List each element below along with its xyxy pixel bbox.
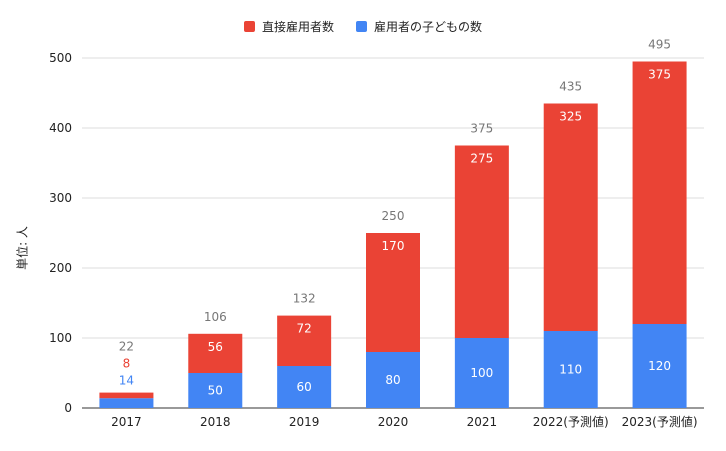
- x-tick-label: 2023(予測値): [622, 414, 698, 429]
- legend-swatch-direct-employees: [243, 21, 255, 32]
- bar-segment-direct-employees: [188, 333, 243, 373]
- data-label-employee-children: 14: [119, 374, 134, 388]
- x-tick-label: 2022(予測値): [533, 414, 609, 429]
- data-label-direct-employees: 72: [297, 322, 312, 336]
- total-label: 106: [204, 310, 227, 324]
- y-tick-label: 100: [49, 331, 72, 345]
- data-label-direct-employees: 325: [559, 110, 582, 124]
- bar-segment-direct-employees: [366, 233, 420, 352]
- x-tick-label: 2019: [289, 415, 320, 429]
- bar-segment-employee-children: [632, 324, 687, 408]
- data-label-employee-children: 120: [648, 359, 671, 373]
- y-tick-label: 400: [49, 121, 72, 135]
- data-label-direct-employees: 275: [470, 152, 493, 166]
- data-label-employee-children: 80: [385, 373, 400, 387]
- y-tick-label: 500: [49, 51, 72, 65]
- bar-segment-direct-employees: [454, 145, 509, 338]
- total-label: 375: [470, 122, 493, 136]
- y-tick-label: 300: [49, 191, 72, 205]
- data-label-employee-children: 60: [297, 380, 312, 394]
- data-label-direct-employees: 8: [123, 357, 131, 371]
- bar-segment-employee-children: [277, 366, 332, 408]
- x-tick-label: 2021: [467, 415, 498, 429]
- legend-label-direct-employees: 直接雇用者数: [261, 20, 334, 34]
- legend-label-employee-children: 雇用者の子どもの数: [374, 20, 483, 34]
- data-label-employee-children: 50: [208, 384, 223, 398]
- total-label: 132: [293, 292, 316, 306]
- legend-item-direct-employees: 直接雇用者数: [243, 18, 334, 35]
- x-tick-label: 2017: [111, 415, 142, 429]
- data-label-direct-employees: 375: [648, 68, 671, 82]
- data-label-direct-employees: 56: [208, 340, 223, 354]
- y-tick-label: 0: [64, 401, 72, 415]
- bar-segment-direct-employees: [99, 392, 154, 399]
- data-label-employee-children: 100: [470, 366, 493, 380]
- legend-item-employee-children: 雇用者の子どもの数: [356, 18, 482, 35]
- bar-segment-direct-employees: [632, 61, 687, 324]
- bar-segment-employee-children: [543, 331, 598, 408]
- data-label-direct-employees: 170: [382, 239, 405, 253]
- y-tick-label: 200: [49, 261, 72, 275]
- legend: 直接雇用者数 雇用者の子どもの数: [0, 18, 726, 35]
- data-label-employee-children: 110: [559, 363, 582, 377]
- x-tick-label: 2018: [200, 415, 231, 429]
- bar-segment-direct-employees: [277, 315, 332, 366]
- bar-segment-employee-children: [188, 373, 243, 408]
- total-label: 435: [559, 80, 582, 94]
- total-label: 22: [119, 340, 134, 354]
- bar-segment-direct-employees: [543, 103, 598, 331]
- bar-segment-employee-children: [366, 352, 420, 408]
- legend-swatch-employee-children: [356, 21, 367, 32]
- total-label: 495: [648, 38, 671, 52]
- total-label: 250: [382, 209, 405, 223]
- x-tick-label: 2020: [378, 415, 409, 429]
- bar-segment-employee-children: [454, 338, 509, 408]
- bar-segment-employee-children: [99, 398, 154, 408]
